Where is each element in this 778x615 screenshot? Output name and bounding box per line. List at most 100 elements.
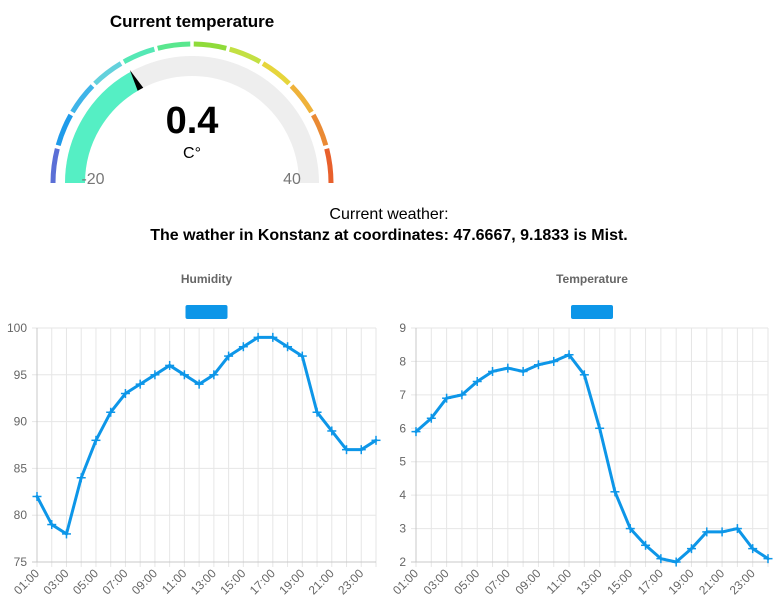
data-point[interactable] xyxy=(150,370,160,380)
data-point[interactable] xyxy=(120,389,130,399)
data-point[interactable] xyxy=(342,445,352,455)
x-tick-label: 23:00 xyxy=(335,566,366,597)
legend-swatch[interactable] xyxy=(571,305,613,319)
data-point[interactable] xyxy=(656,554,666,564)
y-tick-label: 85 xyxy=(14,461,28,475)
data-point[interactable] xyxy=(533,360,543,370)
data-point[interactable] xyxy=(686,544,696,554)
series-line xyxy=(414,353,770,564)
data-point[interactable] xyxy=(194,379,204,389)
x-tick-label: 07:00 xyxy=(482,566,513,597)
gauge-band-segment xyxy=(50,148,60,184)
gauge-unit: C° xyxy=(183,145,201,162)
x-tick-label: 09:00 xyxy=(512,566,543,597)
gauge-needle xyxy=(129,69,144,91)
data-point[interactable] xyxy=(238,342,248,352)
data-point[interactable] xyxy=(61,529,71,539)
data-point[interactable] xyxy=(297,351,307,361)
y-tick-label: 5 xyxy=(399,455,406,469)
x-tick-label: 13:00 xyxy=(188,566,219,597)
gauge-band-segment xyxy=(228,46,262,64)
data-point[interactable] xyxy=(442,393,452,403)
y-tick-label: 95 xyxy=(14,368,28,382)
data-point[interactable] xyxy=(268,332,278,342)
legend-swatch[interactable] xyxy=(185,305,228,319)
data-point[interactable] xyxy=(283,342,293,352)
data-point[interactable] xyxy=(488,366,498,376)
data-point[interactable] xyxy=(135,379,145,389)
data-point[interactable] xyxy=(472,376,482,386)
series-line xyxy=(35,335,378,536)
humidity-chart: Humidity 75 80 85 90 95 100 01:0003:0005:0007:0… xyxy=(7,272,381,597)
y-tick-label: 75 xyxy=(14,555,28,569)
gauge-band-segment xyxy=(261,61,291,86)
y-tick-label: 9 xyxy=(399,321,406,335)
x-tick-label: 13:00 xyxy=(574,566,605,597)
data-point[interactable] xyxy=(47,520,57,530)
data-point[interactable] xyxy=(411,427,421,437)
data-point[interactable] xyxy=(518,366,528,376)
data-point[interactable] xyxy=(356,445,366,455)
data-point[interactable] xyxy=(671,557,681,567)
x-tick-label: 15:00 xyxy=(217,566,248,597)
gauge-band-segment xyxy=(93,61,123,86)
y-tick-label: 6 xyxy=(399,421,406,435)
data-point[interactable] xyxy=(457,390,467,400)
data-point[interactable] xyxy=(76,473,86,483)
x-tick-label: 07:00 xyxy=(99,566,130,597)
x-tick-label: 21:00 xyxy=(306,566,337,597)
x-tick-label: 05:00 xyxy=(70,566,101,597)
data-point[interactable] xyxy=(179,370,189,380)
x-tick-label: 05:00 xyxy=(451,566,482,597)
data-point[interactable] xyxy=(610,487,620,497)
current-weather-description: The wather in Konstanz at coordinates: 4… xyxy=(150,227,628,244)
data-point[interactable] xyxy=(165,360,175,370)
data-point[interactable] xyxy=(641,540,651,550)
gauge-band-segment xyxy=(193,41,227,51)
gauge-band-segment xyxy=(157,41,191,51)
x-tick-label: 21:00 xyxy=(696,566,727,597)
data-point[interactable] xyxy=(371,435,381,445)
temperature-gauge: 0.4 C° -20 40 xyxy=(50,41,334,188)
x-tick-label: 23:00 xyxy=(727,566,758,597)
chart-title: Humidity xyxy=(181,272,233,286)
gauge-max-label: 40 xyxy=(283,171,301,188)
data-point[interactable] xyxy=(717,527,727,537)
x-tick-label: 11:00 xyxy=(159,566,190,597)
data-point[interactable] xyxy=(91,435,101,445)
gauge-band-segment xyxy=(55,113,73,147)
x-tick-label: 15:00 xyxy=(604,566,635,597)
y-tick-label: 80 xyxy=(14,508,28,522)
x-tick-label: 01:00 xyxy=(11,566,42,597)
data-point[interactable] xyxy=(312,407,322,417)
data-point[interactable] xyxy=(253,332,263,342)
data-point[interactable] xyxy=(564,350,574,360)
data-point[interactable] xyxy=(625,524,635,534)
x-tick-label: 19:00 xyxy=(276,566,307,597)
data-point[interactable] xyxy=(763,554,773,564)
data-point[interactable] xyxy=(224,351,234,361)
data-point[interactable] xyxy=(549,356,559,366)
data-point[interactable] xyxy=(209,370,219,380)
data-point[interactable] xyxy=(32,491,42,501)
data-point[interactable] xyxy=(702,527,712,537)
x-tick-label: 03:00 xyxy=(40,566,71,597)
x-tick-label: 11:00 xyxy=(544,566,575,597)
gauge-band-segment xyxy=(289,84,314,114)
data-point[interactable] xyxy=(503,363,513,373)
y-tick-label: 3 xyxy=(399,522,406,536)
data-point[interactable] xyxy=(426,413,436,423)
data-point[interactable] xyxy=(748,544,758,554)
data-point[interactable] xyxy=(106,407,116,417)
x-tick-label: 17:00 xyxy=(247,566,278,597)
gauge-title: Current temperature xyxy=(109,12,275,31)
x-tick-label: 01:00 xyxy=(390,566,421,597)
current-weather-label: Current weather: xyxy=(329,206,449,223)
data-point[interactable] xyxy=(732,524,742,534)
y-tick-label: 8 xyxy=(399,354,406,368)
y-tick-label: 100 xyxy=(7,321,27,335)
data-point[interactable] xyxy=(579,370,589,380)
data-point[interactable] xyxy=(327,426,337,436)
y-tick-label: 2 xyxy=(399,555,406,569)
data-point[interactable] xyxy=(595,423,605,433)
